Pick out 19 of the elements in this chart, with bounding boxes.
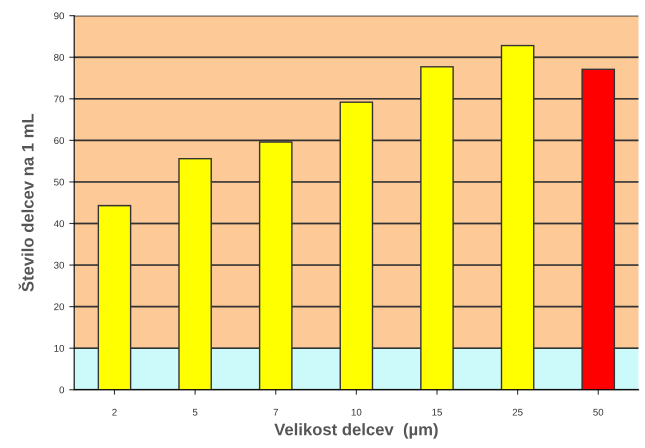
y-tick-label: 80 bbox=[54, 54, 64, 61]
x-tick-label: 50 bbox=[593, 408, 604, 416]
x-tick-label: 7 bbox=[274, 408, 278, 416]
x-tick-label: 15 bbox=[432, 408, 442, 416]
x-tick-label: 25 bbox=[512, 408, 523, 416]
y-tick-label: 90 bbox=[54, 12, 64, 20]
y-tick-label: 40 bbox=[54, 220, 64, 228]
y-tick-label: 70 bbox=[54, 96, 64, 102]
x-tick-label: 5 bbox=[192, 408, 198, 416]
y-tick-label: 0 bbox=[59, 386, 64, 394]
y-tick-label: 60 bbox=[54, 137, 64, 144]
y-tick-label: 50 bbox=[54, 178, 64, 186]
x-tick-label: 2 bbox=[112, 408, 117, 416]
y-tick-label: 30 bbox=[54, 262, 64, 269]
y-tick-label: 20 bbox=[54, 303, 64, 310]
y-axis-title: Število delcev na 1 mL bbox=[18, 114, 34, 292]
y-tick-label: 10 bbox=[54, 344, 64, 352]
x-axis-title: Velikost delcev (µm) bbox=[274, 423, 438, 439]
x-tick-label: 10 bbox=[352, 408, 362, 416]
